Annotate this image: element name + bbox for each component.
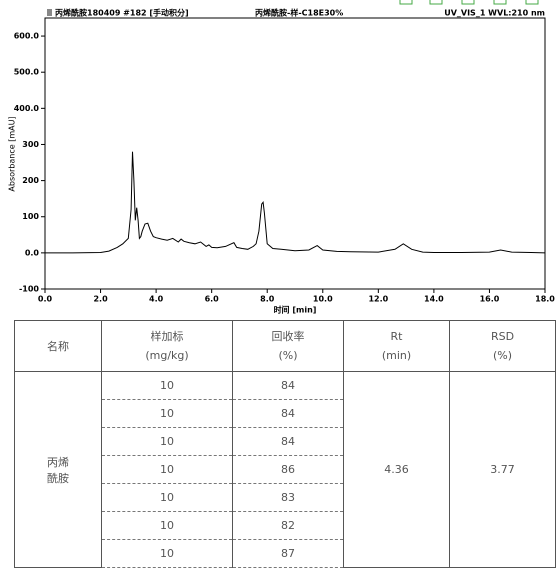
y-tick-label: 200 (22, 176, 39, 185)
y-tick-label: 400.0 (14, 104, 40, 113)
y-tick-label: 500.0 (14, 68, 40, 77)
header-row: 名称 样加标 (mg/kg) 回收率 (%) Rt (min) RSD (%) (14, 320, 556, 372)
header-cell: 名称 (14, 320, 102, 372)
recovery-cell: 82 (232, 511, 344, 540)
x-tick-label: 2.0 (93, 295, 108, 304)
cell-text: (%) (492, 349, 513, 362)
data-row: 10 84 (15, 399, 556, 428)
toolbar-icon[interactable] (493, 0, 507, 5)
cell-text: 84 (281, 435, 295, 448)
x-tick-label: 4.0 (149, 295, 164, 304)
cell-text: 87 (281, 547, 295, 560)
y-axis-label: Absorbance [mAU] (8, 116, 17, 191)
spiked-cell: 10 (101, 539, 233, 568)
header-cell: 回收率 (%) (232, 320, 344, 372)
cell-text: (min) (381, 349, 412, 362)
data-row: 10 84 (15, 427, 556, 456)
header-cell: RSD (%) (449, 320, 556, 372)
results-table: 名称 样加标 (mg/kg) 回收率 (%) Rt (min) RSD (%) 丙烯酰胺 10 84 4… (14, 320, 556, 568)
chromatogram-line (45, 151, 546, 254)
cell-text: (mg/kg) (145, 349, 189, 362)
recovery-cell: 84 (232, 399, 344, 428)
cell-text: 样加标 (150, 330, 184, 343)
x-tick-label: 8.0 (260, 295, 275, 304)
spiked-cell: 10 (101, 399, 233, 428)
cell-text: 82 (281, 519, 295, 532)
cell-text: Rt (390, 330, 403, 343)
cell-text: 10 (160, 407, 174, 420)
cell-text: 84 (281, 379, 295, 392)
plot-frame (44, 17, 546, 290)
spiked-cell: 10 (101, 511, 233, 540)
x-tick-label: 6.0 (205, 295, 220, 304)
cell-text: 83 (281, 491, 295, 504)
y-tick-label: 100 (22, 212, 39, 221)
name-cell: 丙烯 酰胺 (14, 371, 102, 568)
y-tick-label: 0.0 (25, 248, 40, 257)
recovery-cell: 83 (232, 483, 344, 512)
cell-text: 10 (160, 435, 174, 448)
cell-text: 10 (160, 379, 174, 392)
x-tick-label: 14.0 (424, 295, 444, 304)
data-row: 10 83 (15, 483, 556, 512)
cell-text: RSD (490, 330, 515, 343)
cell-text: 3.77 (490, 463, 515, 476)
cell-text: 10 (160, 547, 174, 560)
spiked-cell: 10 (101, 483, 233, 512)
x-tick-label: 16.0 (480, 295, 500, 304)
x-tick-label: 0.0 (38, 295, 53, 304)
header-icon (47, 9, 52, 16)
rt-cell: 4.36 (343, 371, 450, 568)
x-tick-label: 18.0 (535, 295, 555, 304)
data-row: 10 87 (15, 539, 556, 568)
cell-text: 酰胺 (47, 471, 69, 485)
x-tick-label: 12.0 (368, 295, 388, 304)
toolbar-icon[interactable] (399, 0, 413, 5)
rsd-cell: 3.77 (449, 371, 556, 568)
header-center: 丙烯酰胺-样-C18E30% (255, 8, 343, 18)
cell-text: 10 (160, 491, 174, 504)
spiked-cell: 10 (101, 427, 233, 456)
recovery-cell: 86 (232, 455, 344, 484)
recovery-cell: 84 (232, 427, 344, 456)
data-row: 丙烯酰胺 10 84 4.36 3.77 (14, 371, 556, 568)
cell-text: 84 (281, 407, 295, 420)
x-tick-label: 10.0 (313, 295, 333, 304)
header-cell: Rt (min) (343, 320, 450, 372)
toolbar-icon[interactable] (525, 0, 539, 5)
spiked-cell: 10 (101, 455, 233, 484)
cell-text: 名称 (47, 339, 69, 353)
cell-text: 10 (160, 463, 174, 476)
chart: 丙烯酰胺180409 #182 [手动积分] 丙烯酰胺-样-C18E30% UV… (8, 0, 555, 315)
recovery-cell: 87 (232, 539, 344, 568)
toolbar-icon[interactable] (429, 0, 443, 5)
y-tick-label: -100 (19, 285, 39, 294)
cell-text: 4.36 (384, 463, 409, 476)
recovery-cell: 84 (232, 371, 344, 400)
cell-text: 丙烯 (47, 455, 69, 469)
header-left: 丙烯酰胺180409 #182 [手动积分] (55, 8, 189, 18)
spiked-cell: 10 (101, 371, 233, 400)
cell-text: (%) (278, 349, 298, 362)
toolbar-icon[interactable] (461, 0, 475, 5)
x-axis-label: 时间 [min] (274, 305, 317, 315)
y-tick-label: 300 (22, 140, 39, 149)
header-cell: 样加标 (mg/kg) (101, 320, 233, 372)
cell-text: 86 (281, 463, 295, 476)
cell-text: 回收率 (271, 330, 305, 343)
y-tick-label: 600.0 (14, 32, 40, 41)
data-row: 10 82 (15, 511, 556, 540)
cell-text: 10 (160, 519, 174, 532)
data-row: 10 86 (15, 455, 556, 484)
header-right: UV_VIS_1 WVL:210 nm (444, 9, 545, 18)
